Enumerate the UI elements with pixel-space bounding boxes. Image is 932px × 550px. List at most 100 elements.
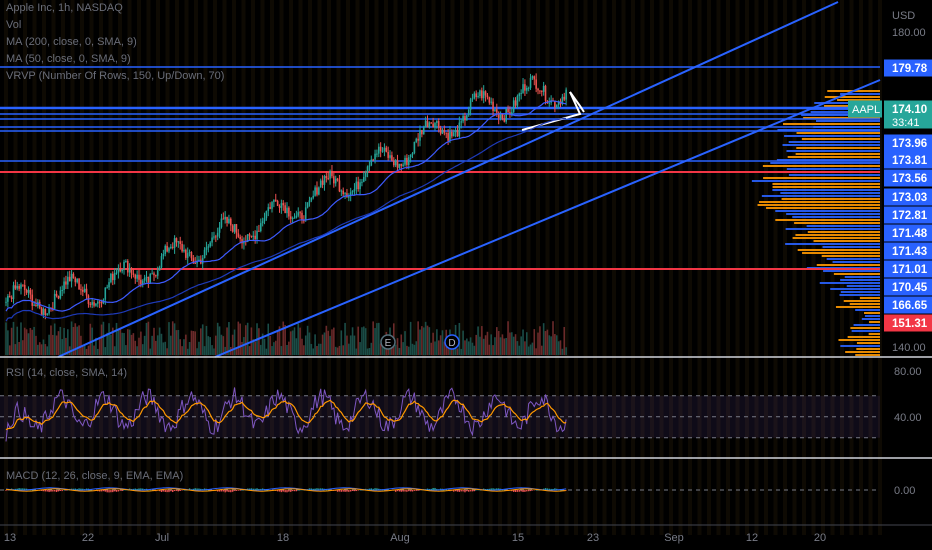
earnings-marker[interactable] bbox=[380, 334, 396, 350]
price-tag[interactable] bbox=[884, 206, 932, 224]
volume-bar bbox=[430, 342, 433, 355]
volume-bar bbox=[241, 341, 243, 355]
candle-body bbox=[449, 131, 451, 141]
session-stripe bbox=[621, 0, 626, 535]
legend-rsi[interactable]: RSI (14, close, SMA, 14) bbox=[6, 367, 128, 379]
price-tag[interactable] bbox=[884, 151, 932, 169]
session-stripe bbox=[754, 0, 759, 535]
candle-body bbox=[484, 91, 487, 96]
candle-body bbox=[355, 181, 358, 190]
candle-body bbox=[63, 281, 65, 291]
price-tag[interactable] bbox=[884, 278, 932, 296]
volume-bar bbox=[437, 340, 440, 355]
price-tag[interactable] bbox=[884, 224, 932, 242]
candle-body bbox=[271, 202, 273, 209]
macd-hist bbox=[200, 488, 202, 491]
macd-hist bbox=[192, 488, 195, 491]
candle-body bbox=[516, 96, 519, 106]
price-tag[interactable] bbox=[884, 134, 932, 152]
legend-ma200[interactable]: MA (200, close, 0, SMA, 9) bbox=[6, 36, 137, 48]
volume-bar bbox=[409, 321, 412, 355]
candle-body bbox=[273, 199, 275, 203]
volume-bar bbox=[436, 329, 438, 355]
legend-volume[interactable]: Vol bbox=[6, 19, 22, 31]
price-tag[interactable] bbox=[884, 59, 932, 77]
price-tag[interactable] bbox=[884, 100, 932, 129]
profile-row bbox=[770, 162, 880, 164]
candle-body bbox=[196, 260, 198, 264]
profile-row bbox=[766, 207, 880, 209]
price-axis[interactable]: USD 180.00 140.00 80.00 40.00 0.00 179.78 174.1… bbox=[848, 10, 932, 497]
price-tag[interactable] bbox=[884, 242, 932, 260]
session-stripe bbox=[659, 0, 664, 535]
price-tag-label: 171.01 bbox=[892, 264, 928, 276]
volume-bar bbox=[460, 348, 463, 355]
candle-body bbox=[95, 303, 97, 306]
profile-row bbox=[772, 186, 880, 188]
price-tag[interactable] bbox=[884, 314, 932, 332]
macd-hist bbox=[284, 490, 286, 493]
volume-bar bbox=[156, 335, 159, 355]
legend-symbol[interactable]: Apple Inc, 1h, NASDAQ bbox=[6, 2, 123, 14]
session-stripe bbox=[707, 0, 711, 535]
macd-hist bbox=[218, 490, 221, 492]
session-stripe bbox=[146, 0, 151, 535]
macd-hist bbox=[434, 487, 436, 491]
volume-bar bbox=[231, 334, 234, 355]
macd-hist bbox=[308, 488, 311, 491]
volume-bar bbox=[186, 348, 189, 355]
volume-bar bbox=[333, 327, 335, 355]
macd-hist bbox=[336, 490, 339, 492]
candle-body bbox=[171, 246, 174, 248]
volume-bar bbox=[121, 332, 123, 355]
channel-lower bbox=[214, 79, 881, 358]
volume-bar bbox=[228, 322, 230, 355]
candle-body bbox=[535, 79, 537, 89]
volume-bar bbox=[140, 331, 142, 355]
session-stripe bbox=[574, 0, 578, 535]
volume-bar bbox=[372, 321, 374, 355]
price-tag[interactable] bbox=[884, 260, 932, 278]
volume-bar bbox=[40, 344, 43, 355]
macd-hist bbox=[123, 489, 125, 491]
candle-body bbox=[357, 181, 359, 190]
price-tag[interactable] bbox=[884, 169, 932, 187]
volume-bar bbox=[331, 329, 333, 355]
volume-bar bbox=[98, 339, 101, 355]
session-stripe bbox=[422, 0, 426, 535]
price-tag-label: 179.78 bbox=[892, 63, 928, 75]
dividend-marker[interactable] bbox=[444, 334, 460, 350]
macd-hist bbox=[82, 488, 84, 491]
candle-body bbox=[12, 285, 15, 299]
legend-macd[interactable]: MACD (12, 26, close, 9, EMA, EMA) bbox=[6, 470, 184, 482]
volume-bar bbox=[141, 344, 144, 355]
macd-hist bbox=[398, 490, 401, 492]
candle-body bbox=[280, 203, 283, 208]
profile-row bbox=[787, 156, 880, 158]
macd-hist bbox=[288, 490, 290, 492]
profile-row bbox=[794, 222, 880, 224]
macd-hist bbox=[162, 490, 165, 492]
macd-hist bbox=[372, 488, 374, 491]
macd-hist bbox=[458, 490, 461, 492]
macd-hist bbox=[173, 490, 176, 492]
volume-bar bbox=[57, 331, 60, 355]
macd-hist bbox=[494, 488, 496, 491]
legend-vrvp[interactable]: VRVP (Number Of Rows, 150, Up/Down, 70) bbox=[6, 70, 225, 82]
session-stripe bbox=[745, 0, 749, 535]
volume-bar bbox=[318, 343, 320, 355]
macd-hist bbox=[286, 490, 288, 493]
candle-body bbox=[80, 289, 82, 291]
volume-bar bbox=[514, 334, 517, 355]
macd-hist bbox=[142, 488, 144, 491]
macd-hist bbox=[376, 488, 378, 491]
legend-ma50[interactable]: MA (50, close, 0, SMA, 9) bbox=[6, 53, 131, 65]
price-tag[interactable] bbox=[884, 296, 932, 314]
volume-bar bbox=[544, 331, 547, 355]
price-tag[interactable] bbox=[884, 188, 932, 206]
time-axis[interactable]: 13 22 Jul 18 Aug 15 23 Sep 12 20 bbox=[4, 532, 826, 544]
volume-bar bbox=[52, 334, 54, 355]
volume-bar bbox=[481, 326, 483, 355]
profile-row bbox=[814, 102, 880, 104]
